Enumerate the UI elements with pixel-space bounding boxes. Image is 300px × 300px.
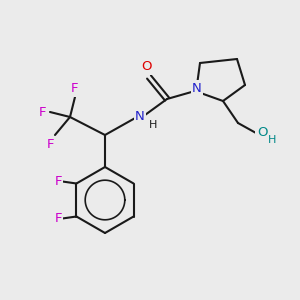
Text: F: F [71, 82, 79, 95]
Text: F: F [55, 175, 62, 188]
Text: F: F [55, 212, 62, 225]
Text: F: F [38, 106, 46, 118]
Text: F: F [46, 137, 54, 151]
Text: O: O [141, 61, 151, 74]
Text: H: H [268, 135, 276, 145]
Text: N: N [192, 82, 202, 94]
Text: N: N [135, 110, 145, 124]
Text: O: O [257, 127, 267, 140]
Text: H: H [149, 120, 157, 130]
